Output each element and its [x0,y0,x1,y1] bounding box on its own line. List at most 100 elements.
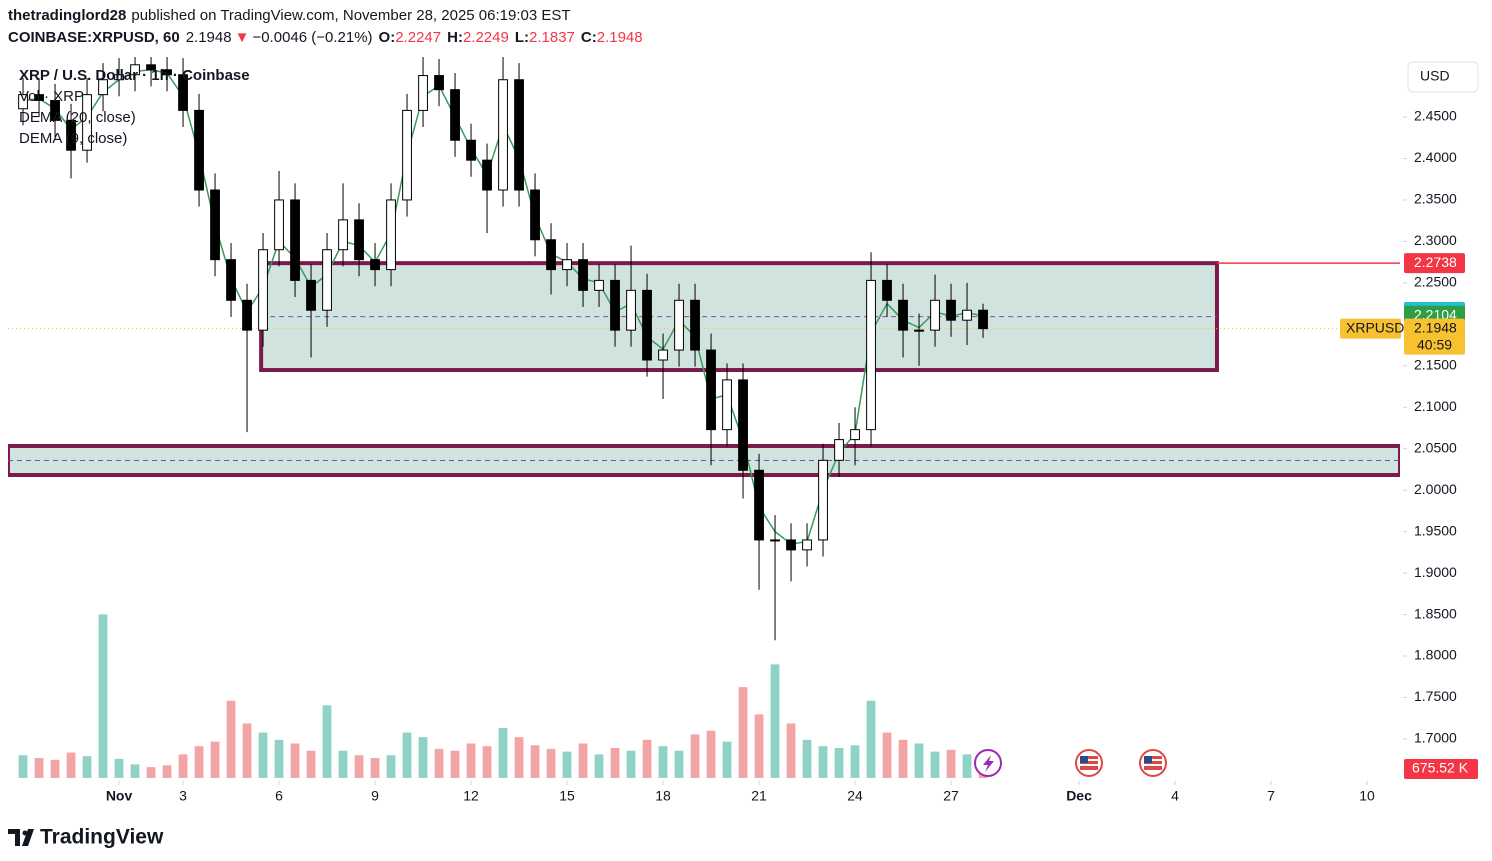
change: −0.0046 (−0.21%) [252,29,372,46]
currency[interactable]: USD [1420,68,1450,84]
symbol-tag: XRPUSD [1346,319,1404,335]
candle-body [466,139,476,161]
candle-body [482,159,492,191]
volume-bar [434,748,444,778]
legend-entry: Vol · XRP [19,88,84,105]
candle-body [66,119,76,151]
candle-body [626,289,636,331]
candle-body [690,299,700,351]
volume-bar [834,748,844,778]
logo-mark [8,829,34,846]
candle-body [386,199,396,271]
candle-body [898,299,908,331]
candle-body [82,94,92,151]
symbol-line: COINBASE:XRPUSD, 60 2.1948 ▼ −0.0046 (−0.21… [8,29,643,46]
volume-bar [82,756,92,778]
volume-label-box [1404,759,1478,779]
volume-bar [274,739,284,778]
x-tick-label: Nov [106,788,133,804]
volume-bar [562,751,572,778]
candle-body [642,289,652,361]
x-tick-label: 18 [655,788,671,804]
candle-body [226,259,236,301]
y-tick-label: 2.1000 [1414,398,1457,414]
volume-bar [658,746,668,778]
ohlc-key: H: [447,29,463,46]
ohlc-value: 2.2247 [395,29,441,46]
y-tick-label: 1.9500 [1414,522,1457,538]
y-tick-label: 2.4500 [1414,108,1457,124]
y-tick-label: 1.9000 [1414,564,1457,580]
price-label: 2.2738 [1414,254,1457,270]
volume-bar [162,765,172,778]
ohlc-value: 2.1948 [597,29,643,46]
volume-bar [786,723,796,778]
y-tick-label: 1.8500 [1414,605,1457,621]
volume-bar [738,687,748,778]
x-tick-label: 15 [559,788,575,804]
event-icons [974,749,1167,777]
volume-bar [146,767,156,778]
x-tick-label: 9 [371,788,379,804]
x-tick-label: Dec [1066,788,1092,804]
x-tick-label: 4 [1171,788,1179,804]
flag-stripe [1144,759,1162,761]
volume-bar [34,758,44,778]
volume-bar [210,741,220,778]
candle-body [786,539,796,551]
candle-body [850,429,860,441]
brand: TradingView [40,826,164,849]
candle-body [18,94,28,110]
legend-entry: DEMA (9, close) [19,130,127,147]
candle-body [146,64,156,71]
volume-bar [546,748,556,778]
candle-body [594,279,604,291]
logo: TradingView [8,826,164,849]
candle-body [34,94,44,101]
x-tick-label: 12 [463,788,479,804]
lightning [983,755,994,772]
candle-body [354,219,364,261]
volume-bar [770,664,780,778]
volume-bar [514,737,524,778]
x-tick-label: 27 [943,788,959,804]
currency-button[interactable] [1407,61,1479,93]
volume-bar [98,614,108,778]
candle-body [418,75,428,111]
header-line: thetradinglord28 published on TradingView… [8,7,571,24]
candle-body [130,64,140,76]
volume-bar [706,730,716,778]
volume-bar [866,700,876,778]
volume-bar [66,752,76,778]
candle-body [450,89,460,141]
ohlc-value: 2.1837 [529,29,575,46]
volume-bar [114,758,124,778]
price-label: 2.1948 [1414,319,1457,335]
x-tick-label: 24 [847,788,863,804]
volume-bar [194,746,204,778]
volume-bar [818,746,828,778]
candle-body [514,79,524,191]
candle-body [882,279,892,301]
candle-body [978,309,988,330]
countdown: 40:59 [1417,336,1452,352]
candle-body [194,109,204,191]
author: thetradinglord28 [8,7,126,24]
x-tick-label: 6 [275,788,283,804]
flag-stripe [1080,764,1098,766]
volume-bar [290,743,300,778]
y-tick-label: 2.0000 [1414,481,1457,497]
ohlc-value: 2.2249 [463,29,509,46]
candle-body [402,109,412,201]
volume-bar [802,739,812,778]
candle-body [290,199,300,281]
x-tick-label: 3 [179,788,187,804]
candle-body [50,99,60,121]
volume-bar [610,748,620,778]
y-tick-label: 2.3500 [1414,191,1457,207]
volume-bar [466,743,476,778]
volume-bar [530,745,540,778]
candle-body [562,259,572,271]
candle-body [338,219,348,251]
